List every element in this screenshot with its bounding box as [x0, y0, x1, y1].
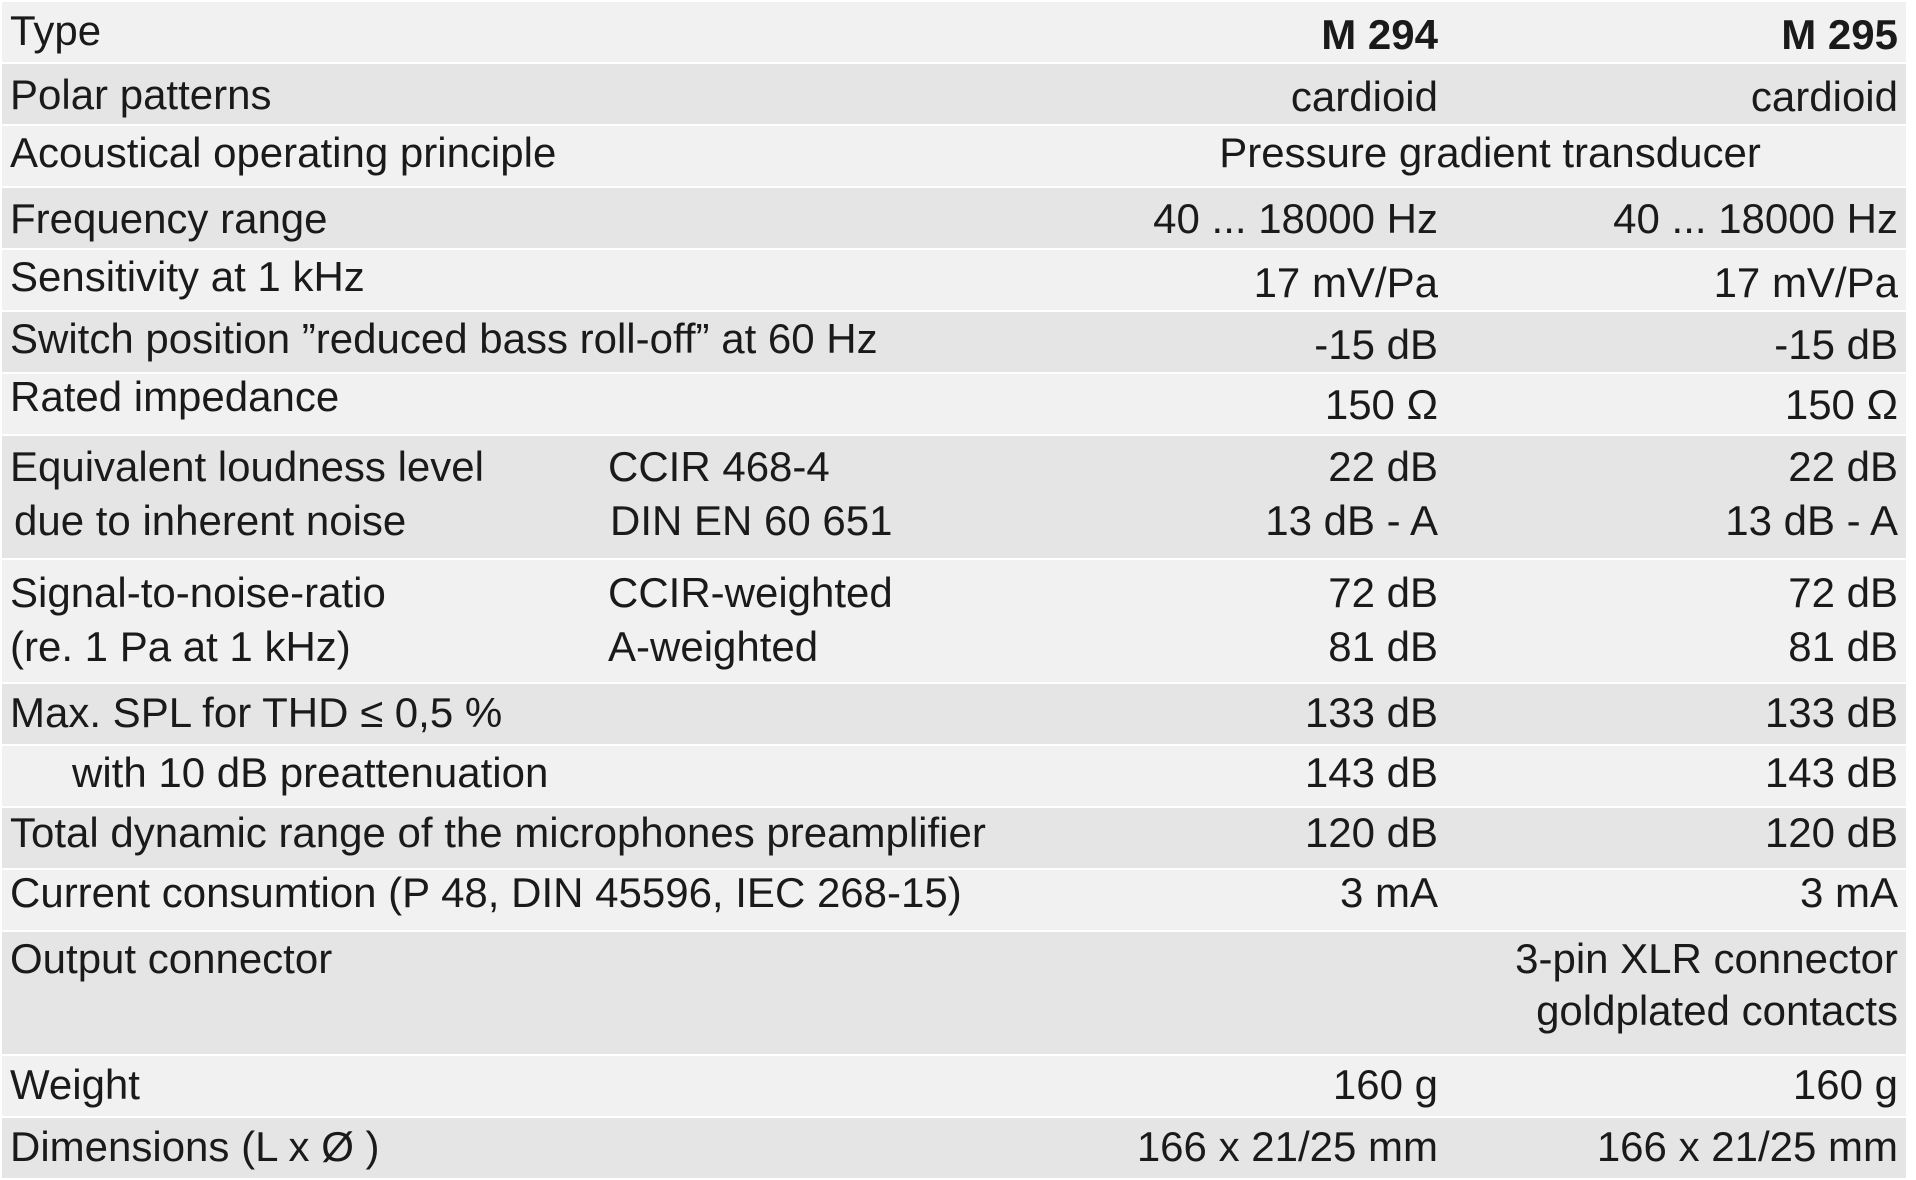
row-label: Output connector	[10, 935, 333, 982]
value-m294: 81 dB	[1328, 623, 1438, 670]
column-header-m295: M 295	[1781, 11, 1898, 58]
value-m295: 120 dB	[1764, 809, 1898, 856]
value-m295: 40 ... 18000 Hz	[1613, 195, 1898, 242]
row-label: with 10 dB preattenuation	[72, 749, 549, 796]
row-label: Weight	[10, 1061, 140, 1108]
value-m295: 3 mA	[1799, 869, 1898, 916]
value-m294: 22 dB	[1328, 443, 1438, 490]
row-label: Sensitivity at 1 kHz	[10, 253, 365, 300]
row-sublabel: CCIR 468-4	[608, 443, 830, 490]
value-m295: 13 dB - A	[1725, 497, 1898, 544]
row-label: Current consumtion (P 48, DIN 45596, IEC…	[10, 869, 962, 916]
value-m295: 150 Ω	[1784, 381, 1898, 428]
value-m294: 160 g	[1332, 1061, 1438, 1108]
row-label-continued: (re. 1 Pa at 1 kHz)	[10, 623, 351, 670]
row-label: Acoustical operating principle	[10, 129, 557, 176]
row-label: Type	[10, 7, 102, 54]
table-row-type: Type M 294 M 295	[2, 2, 1906, 64]
value-m295: 22 dB	[1788, 443, 1898, 490]
table-row-max-spl: Max. SPL for THD ≤ 0,5 % 133 dB 133 dB	[2, 684, 1906, 746]
table-row-loudness-level: Equivalent loudness level due to inheren…	[2, 436, 1906, 560]
column-header-m294: M 294	[1321, 11, 1438, 58]
row-label: Frequency range	[10, 195, 328, 242]
table-row-sensitivity: Sensitivity at 1 kHz 17 mV/Pa 17 mV/Pa	[2, 250, 1906, 312]
value-m294: 3 mA	[1339, 869, 1438, 916]
value-m295: 133 dB	[1764, 689, 1898, 736]
value-m294: 150 Ω	[1324, 381, 1438, 428]
value-shared: 3-pin XLR connector	[1515, 935, 1898, 982]
value-m294: 40 ... 18000 Hz	[1153, 195, 1438, 242]
value-m295: 143 dB	[1764, 749, 1898, 796]
value-m295: cardioid	[1750, 73, 1898, 120]
row-sublabel: CCIR-weighted	[608, 569, 893, 616]
value-m294: 13 dB - A	[1265, 497, 1438, 544]
table-row-acoustical-principle: Acoustical operating principle Pressure …	[2, 126, 1906, 188]
row-label: Max. SPL for THD ≤ 0,5 %	[10, 689, 503, 736]
table-row-frequency-range: Frequency range 40 ... 18000 Hz 40 ... 1…	[2, 188, 1906, 250]
value-shared: goldplated contacts	[1536, 987, 1898, 1034]
row-label: Switch position ”reduced bass roll-off” …	[10, 315, 878, 362]
row-label: Equivalent loudness level	[10, 443, 484, 490]
value-m294: -15 dB	[1314, 321, 1438, 368]
value-m295: 81 dB	[1788, 623, 1898, 670]
value-m294: 143 dB	[1304, 749, 1438, 796]
row-label: Polar patterns	[10, 71, 272, 118]
value-m294: 72 dB	[1328, 569, 1438, 616]
value-m295: 17 mV/Pa	[1713, 259, 1898, 306]
row-label-continued: due to inherent noise	[14, 497, 407, 544]
row-sublabel: DIN EN 60 651	[610, 497, 893, 544]
value-m294: 17 mV/Pa	[1253, 259, 1438, 306]
row-label: Signal-to-noise-ratio	[10, 569, 386, 616]
table-row-switch-position: Switch position ”reduced bass roll-off” …	[2, 312, 1906, 374]
value-m295: -15 dB	[1774, 321, 1898, 368]
table-row-weight: Weight 160 g 160 g	[2, 1056, 1906, 1118]
row-label: Total dynamic range of the microphones p…	[10, 809, 986, 856]
row-sublabel: A-weighted	[608, 623, 819, 670]
table-row-signal-to-noise: Signal-to-noise-ratio (re. 1 Pa at 1 kHz…	[2, 560, 1906, 684]
table-row-output-connector: Output connector 3-pin XLR connector gol…	[2, 932, 1906, 1056]
table-row-preattenuation: with 10 dB preattenuation 143 dB 143 dB	[2, 746, 1906, 808]
value-m294: 166 x 21/25 mm	[1136, 1123, 1438, 1170]
value-m295: 166 x 21/25 mm	[1596, 1123, 1898, 1170]
row-label: Rated impedance	[10, 373, 340, 420]
row-label: Dimensions (L x Ø )	[10, 1123, 380, 1170]
value-shared: Pressure gradient transducer	[1219, 129, 1761, 176]
table-row-dynamic-range: Total dynamic range of the microphones p…	[2, 808, 1906, 870]
table-row-polar-patterns: Polar patterns cardioid cardioid	[2, 64, 1906, 126]
table-row-current-consumption: Current consumtion (P 48, DIN 45596, IEC…	[2, 869, 1906, 932]
table-row-dimensions: Dimensions (L x Ø ) 166 x 21/25 mm 166 x…	[2, 1118, 1906, 1180]
value-m294: 120 dB	[1304, 809, 1438, 856]
value-m294: 133 dB	[1304, 689, 1438, 736]
value-m294: cardioid	[1290, 73, 1438, 120]
value-m295: 72 dB	[1788, 569, 1898, 616]
value-m295: 160 g	[1792, 1061, 1898, 1108]
table-row-rated-impedance: Rated impedance 150 Ω 150 Ω	[2, 373, 1906, 436]
